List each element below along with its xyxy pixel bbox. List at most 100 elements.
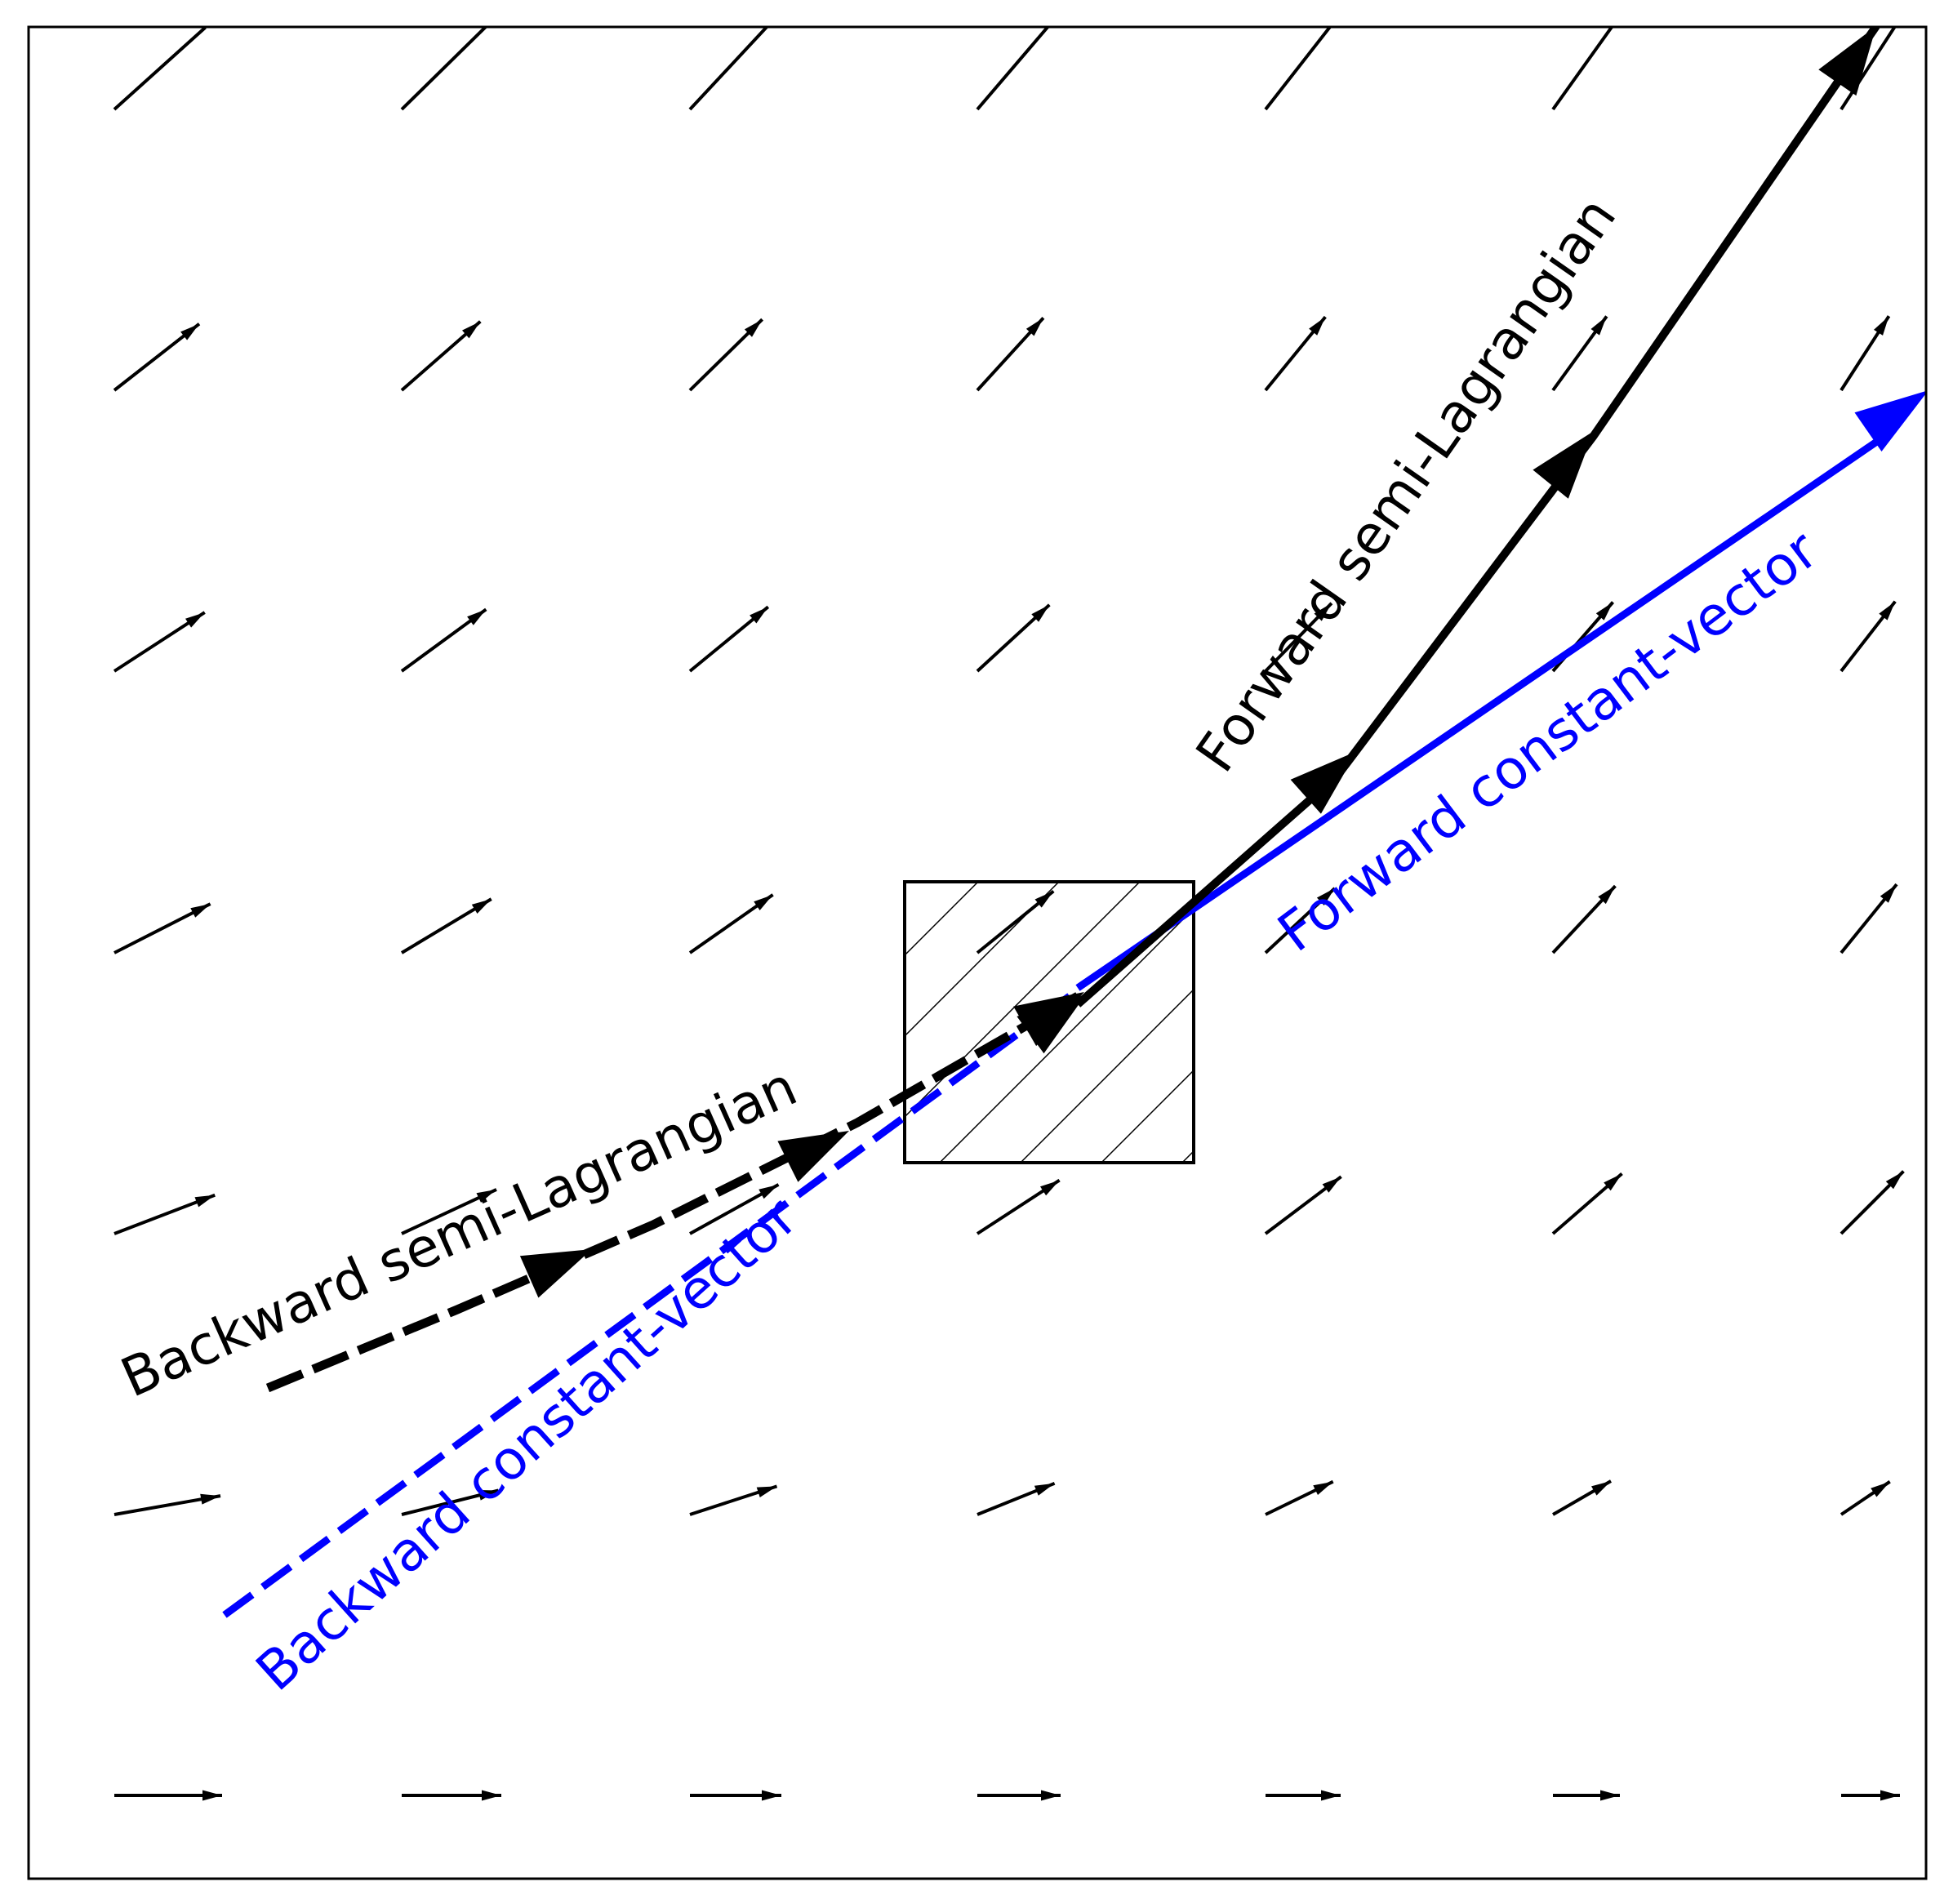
field-arrow-head [467, 609, 487, 625]
field-arrow-head [462, 321, 481, 339]
field-arrow-head [744, 319, 763, 337]
field-arrow-head [190, 904, 211, 918]
field-arrow-icon [1551, 315, 1608, 392]
label-backward-semi-lagrangian: Backward semi-Lagrangian [112, 1055, 806, 1410]
field-arrow-icon [1553, 1790, 1620, 1801]
field-arrow-head [1031, 604, 1050, 622]
field-arrow-icon [976, 317, 1045, 392]
field-arrow-head [1316, 887, 1335, 905]
forward-semi-lagrangian-arrowhead [1290, 751, 1357, 814]
field-arrow-head [1309, 317, 1326, 336]
field-arrow-icon [976, 1481, 1056, 1516]
field-arrow-head [1598, 886, 1616, 905]
field-arrow-head [476, 1189, 496, 1203]
field-arrow-head [762, 1790, 781, 1801]
field-arrow-icon [1840, 1480, 1891, 1516]
backward-semi-lagrangian-path [265, 992, 1080, 1393]
field-arrow-head [1322, 1177, 1341, 1193]
field-arrow-icon [1551, 27, 1614, 111]
field-arrow-head [750, 607, 768, 624]
field-arrow-head [478, 1490, 499, 1501]
field-arrow-icon [1264, 1175, 1342, 1235]
backward-semi-lagrangian-arrowhead [777, 1131, 849, 1182]
field-arrow-head [1591, 1481, 1611, 1496]
field-arrow-head [471, 899, 492, 914]
field-arrow-icon [113, 323, 201, 392]
forward-semi-lagrangian-path [1074, 27, 1880, 1008]
field-arrow-head [756, 1486, 777, 1497]
field-arrow-head [200, 1493, 220, 1505]
field-arrow-icon [1264, 887, 1337, 954]
backward-constant-vector-path [222, 993, 1072, 1618]
field-arrow-icon [1840, 27, 1897, 111]
backward-semi-lagrangian-arrowhead [519, 1249, 592, 1298]
field-arrow-icon [402, 1790, 501, 1801]
field-arrow-icon [400, 320, 482, 392]
field-arrow-head [1321, 1790, 1341, 1801]
field-arrow-head [1590, 316, 1607, 336]
field-arrow-head [759, 1184, 779, 1199]
field-arrow-head [1034, 1483, 1055, 1496]
field-arrow-icon [114, 1790, 222, 1801]
field-arrow-icon [689, 1183, 780, 1235]
field-arrow-head [1880, 1790, 1900, 1801]
field-arrow-head [1604, 1173, 1622, 1191]
field-arrow-icon [1264, 602, 1333, 673]
field-arrow-icon [1841, 1790, 1900, 1801]
field-arrow-icon [1551, 884, 1617, 954]
field-arrow-icon [1840, 1170, 1905, 1235]
field-arrow-icon [688, 27, 769, 111]
field-arrow-head [1600, 1790, 1620, 1801]
field-arrow-head [1314, 603, 1332, 621]
field-arrow-icon [1264, 27, 1332, 111]
field-arrow-icon [1266, 1790, 1341, 1801]
field-arrow-head [754, 894, 773, 910]
field-arrow-head [1313, 1481, 1333, 1495]
field-arrow-head [185, 612, 205, 628]
field-arrow-head [194, 1194, 216, 1208]
field-arrow-head [1885, 1171, 1904, 1190]
velocity-field [113, 27, 1905, 1801]
field-arrow-icon [688, 893, 774, 954]
field-arrow-icon [689, 1484, 778, 1516]
field-arrow-head [1879, 601, 1896, 621]
field-arrow-icon [1551, 1479, 1613, 1516]
trajectory-paths [222, 27, 1926, 1618]
plot-frame [27, 25, 1928, 1880]
field-arrow-icon [400, 27, 488, 111]
field-arrow-icon [1840, 600, 1897, 673]
forward-constant-vector-arrowhead [1854, 390, 1926, 452]
forward-semi-lagrangian-arrowhead [1818, 27, 1876, 96]
field-arrow-head [1595, 602, 1613, 621]
field-arrow-icon [977, 1790, 1061, 1801]
backward-semi-lagrangian-arrowhead [1013, 992, 1084, 1047]
field-arrow-icon [976, 603, 1051, 673]
field-arrow-icon [113, 27, 207, 111]
field-arrow-icon [688, 605, 770, 673]
field-arrow-icon [400, 607, 487, 673]
field-arrow-icon [1840, 883, 1898, 954]
forward-semi-lagrangian-arrowhead [1533, 431, 1594, 499]
field-arrow-icon [113, 611, 206, 673]
field-arrow-head [482, 1790, 501, 1801]
field-arrow-icon [113, 1493, 221, 1516]
field-arrow-icon [113, 902, 211, 954]
field-arrow-icon [401, 1188, 497, 1235]
field-arrow-head [1880, 884, 1897, 903]
field-arrow-head [202, 1790, 222, 1801]
field-arrow-head [1874, 316, 1889, 336]
field-arrow-icon [401, 1488, 499, 1516]
field-arrow-icon [976, 27, 1050, 111]
field-arrow-head [1025, 318, 1043, 336]
field-arrow-head [180, 323, 199, 340]
field-arrow-icon [400, 897, 492, 954]
field-arrow-icon [1840, 315, 1891, 392]
field-arrow-icon [976, 1178, 1061, 1235]
field-arrow-head [1040, 1180, 1060, 1196]
field-arrow-icon [1264, 315, 1327, 392]
field-arrow-icon [1551, 1172, 1623, 1235]
field-arrow-icon [688, 318, 763, 392]
field-arrow-icon [113, 1193, 216, 1235]
field-arrow-head [1041, 1790, 1061, 1801]
